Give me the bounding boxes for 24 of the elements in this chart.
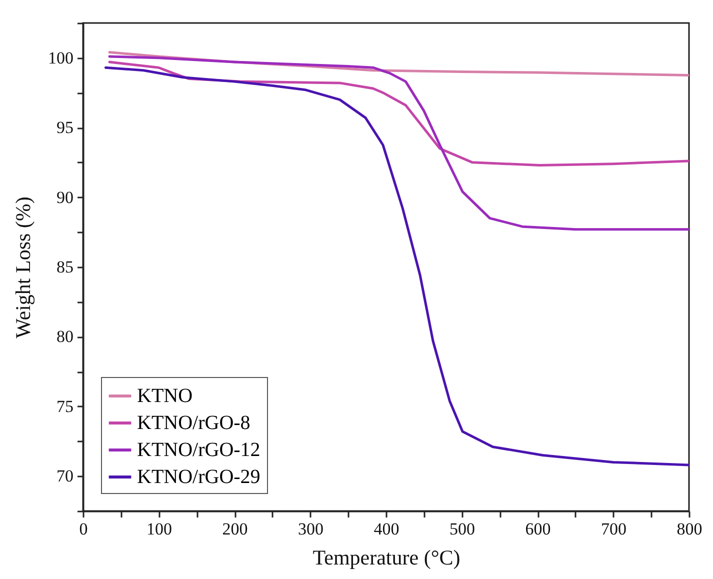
legend-label: KTNO (137, 385, 193, 407)
y-tick-label: 75 (56, 396, 74, 416)
y-tick-label: 100 (48, 48, 74, 68)
line-series (104, 66, 689, 466)
x-tick-label: 200 (222, 520, 248, 538)
y-tick-label: 90 (56, 188, 74, 207)
legend-label: KTNO/rGO-12 (137, 439, 260, 461)
legend-label: KTNO/rGO-8 (137, 412, 250, 434)
x-tick-label: 400 (374, 520, 400, 538)
y-tick-label: 80 (56, 327, 74, 346)
y-tick-label: 95 (56, 118, 74, 138)
x-tick-label: 800 (676, 520, 702, 538)
x-tick-label: 500 (450, 520, 475, 538)
line-series (108, 55, 689, 231)
x-tick-label: 700 (601, 520, 626, 538)
y-axis-title: Weight Loss (%) (11, 196, 35, 338)
x-tick-label: 600 (525, 520, 551, 538)
legend-label: KTNO/rGO-29 (137, 466, 260, 488)
x-tick-label: 100 (146, 520, 172, 538)
y-tick-label: 70 (56, 466, 74, 486)
y-tick-label: 85 (56, 258, 74, 276)
x-tick-label: 0 (79, 520, 88, 538)
x-axis-title: Temperature (°C) (312, 546, 460, 570)
x-tick-label: 300 (298, 520, 324, 538)
